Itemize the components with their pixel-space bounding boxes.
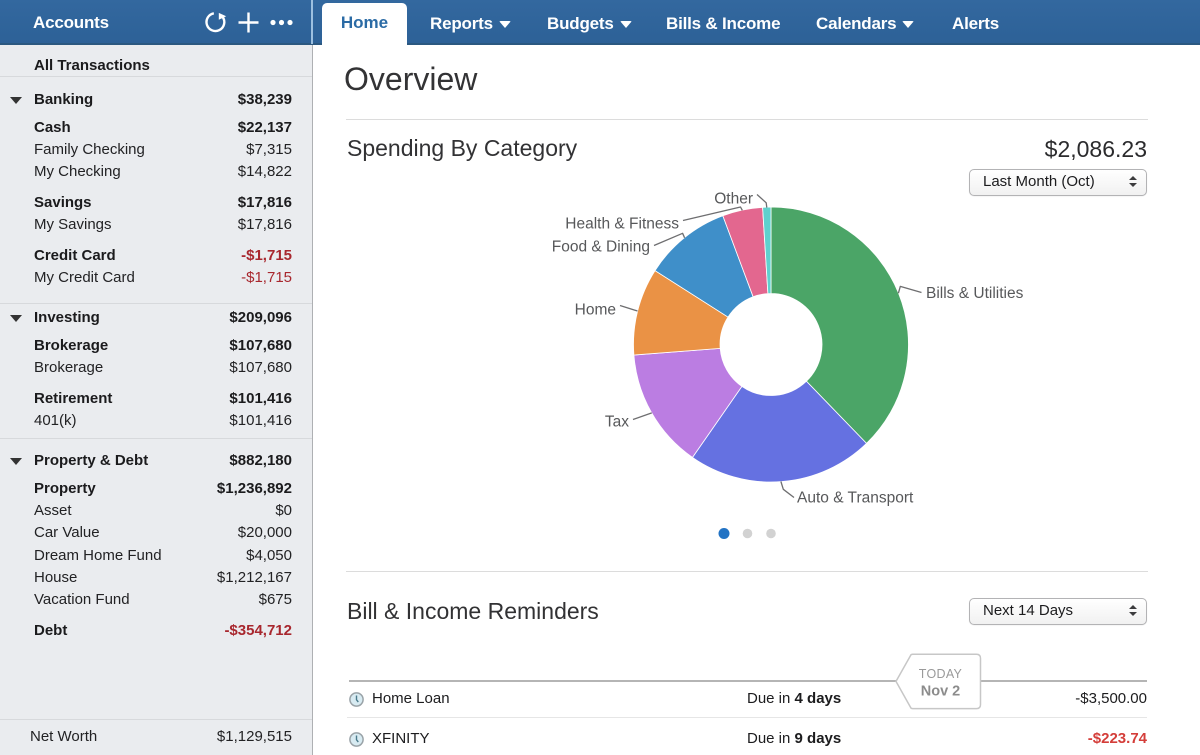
svg-text:TODAY: TODAY xyxy=(919,667,963,681)
svg-text:Health & Fitness: Health & Fitness xyxy=(565,216,679,233)
svg-text:Bills & Utilities: Bills & Utilities xyxy=(926,285,1024,302)
svg-text:Home: Home xyxy=(575,302,616,319)
svg-text:Tax: Tax xyxy=(605,414,629,431)
svg-text:Nov 2: Nov 2 xyxy=(921,684,961,700)
svg-text:Food & Dining: Food & Dining xyxy=(552,239,650,256)
svg-text:Auto & Transport: Auto & Transport xyxy=(797,490,914,507)
svg-text:Other: Other xyxy=(714,191,753,208)
